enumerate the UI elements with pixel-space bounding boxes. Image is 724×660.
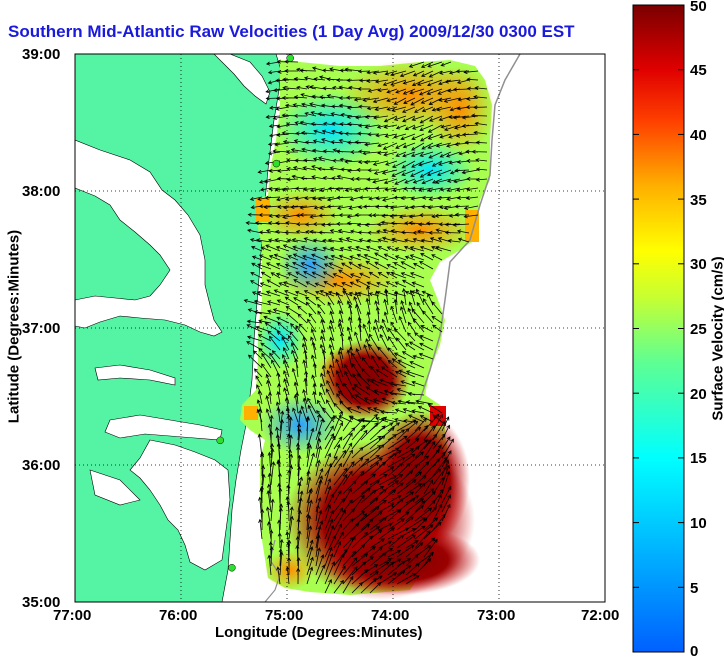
colorbar-tick-label: 10: [690, 515, 707, 532]
colorbar-tick-label: 0: [690, 643, 698, 660]
y-tick-label: 35:00: [22, 594, 60, 611]
colorbar: [633, 5, 684, 652]
x-tick-label: 73:00: [477, 607, 515, 624]
colorbar-tick-label: 45: [690, 62, 707, 79]
x-tick-label: 75:00: [265, 607, 303, 624]
y-tick-label: 36:00: [22, 457, 60, 474]
colorbar-tick-label: 40: [690, 127, 707, 144]
x-tick-label: 72:00: [581, 607, 619, 624]
colorbar-tick-label: 20: [690, 386, 707, 403]
x-tick-label: 76:00: [159, 607, 197, 624]
colorbar-tick-label: 50: [690, 0, 707, 15]
radar-station-marker: [273, 160, 280, 167]
y-axis-label: Latitude (Degrees:Minutes): [6, 217, 23, 437]
x-axis-label: Longitude (Degrees:Minutes): [215, 624, 423, 641]
x-tick-label: 74:00: [371, 607, 409, 624]
y-tick-label: 38:00: [22, 183, 60, 200]
colorbar-tick-label: 25: [690, 321, 707, 338]
velocity-cell: [256, 198, 270, 222]
colorbar-tick-label: 30: [690, 256, 707, 273]
colorbar-tick-label: 35: [690, 192, 707, 209]
radar-station-marker: [217, 437, 224, 444]
colorbar-label: Surface Velocity (cm/s): [710, 219, 724, 459]
radar-station-marker: [287, 55, 294, 62]
colorbar-tick-label: 5: [690, 580, 698, 597]
colorbar-tick-label: 15: [690, 450, 707, 467]
y-tick-label: 37:00: [22, 320, 60, 337]
velocity-cell: [244, 406, 258, 420]
radar-station-marker: [228, 564, 235, 571]
y-tick-label: 39:00: [22, 46, 60, 63]
